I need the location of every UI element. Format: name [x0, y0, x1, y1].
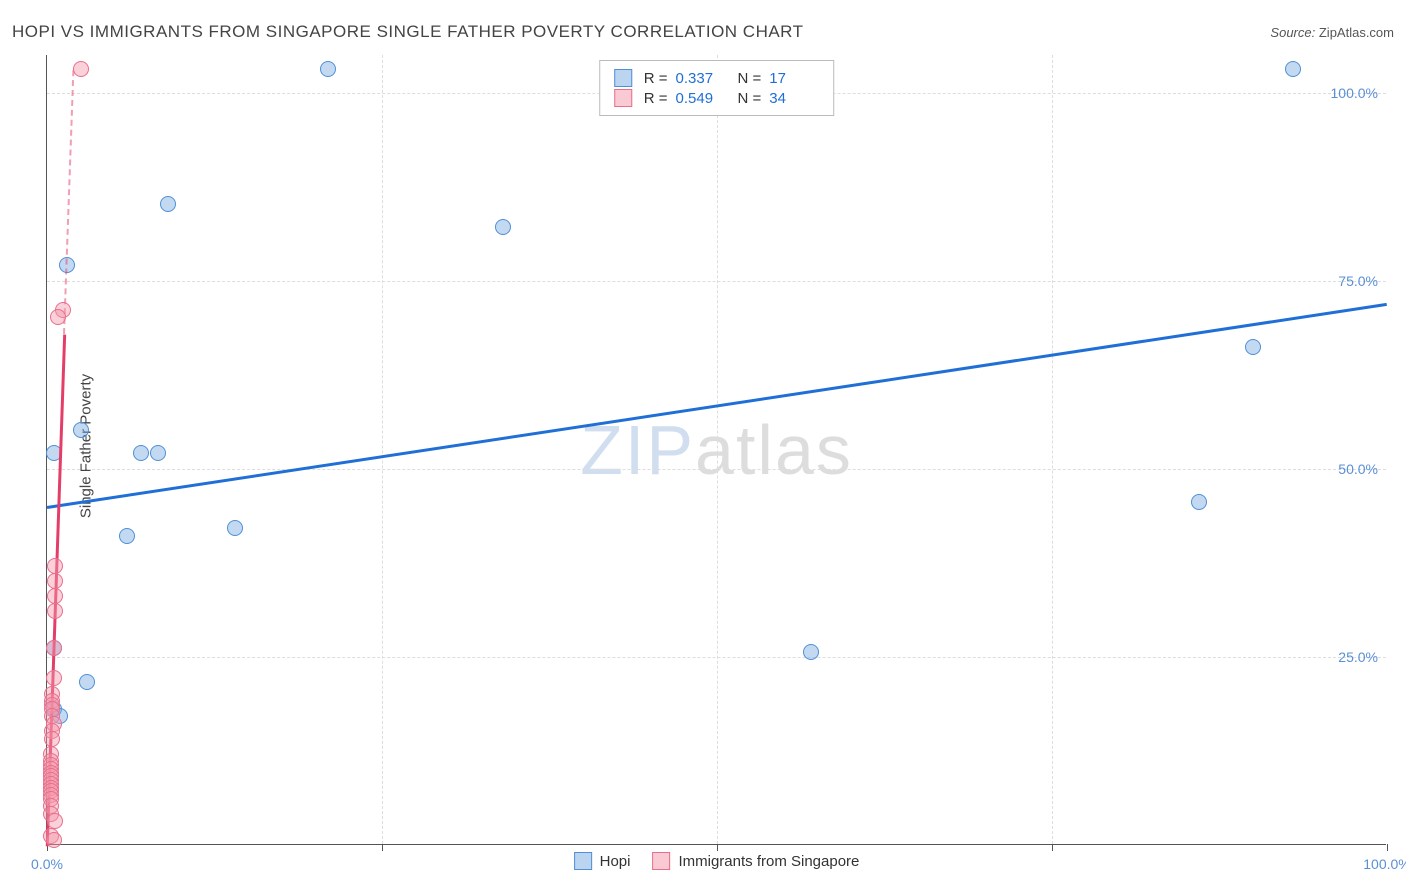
r-value: 0.549 — [676, 90, 726, 107]
data-point — [50, 309, 66, 325]
x-tick — [1052, 844, 1053, 851]
data-point — [73, 422, 89, 438]
r-label: R = — [644, 70, 668, 87]
scatter-plot: ZIPatlas R = 0.337 N = 17 R = 0.549 N = … — [46, 55, 1386, 845]
data-point — [46, 832, 62, 848]
n-value: 17 — [769, 70, 819, 87]
data-point — [47, 588, 63, 604]
swatch-blue-icon — [574, 852, 592, 870]
y-tick-label: 50.0% — [1278, 461, 1378, 477]
x-tick — [382, 844, 383, 851]
x-tick — [717, 844, 718, 851]
data-point — [133, 445, 149, 461]
r-label: R = — [644, 90, 668, 107]
stats-row: R = 0.549 N = 34 — [614, 89, 820, 107]
legend-item: Immigrants from Singapore — [652, 852, 859, 870]
stats-row: R = 0.337 N = 17 — [614, 69, 820, 87]
swatch-pink-icon — [614, 89, 632, 107]
legend-label: Immigrants from Singapore — [678, 853, 859, 870]
data-point — [1245, 339, 1261, 355]
data-point — [46, 670, 62, 686]
source-label: Source: — [1270, 25, 1315, 40]
x-tick-label: 100.0% — [1363, 856, 1406, 872]
y-tick-label: 75.0% — [1278, 273, 1378, 289]
trend-line — [63, 71, 74, 334]
data-point — [47, 573, 63, 589]
data-point — [46, 640, 62, 656]
source-value: ZipAtlas.com — [1319, 25, 1394, 40]
data-point — [47, 813, 63, 829]
r-value: 0.337 — [676, 70, 726, 87]
data-point — [495, 219, 511, 235]
stats-legend-box: R = 0.337 N = 17 R = 0.549 N = 34 — [599, 60, 835, 116]
data-point — [47, 603, 63, 619]
x-tick — [1387, 844, 1388, 851]
data-point — [1191, 494, 1207, 510]
gridline-vertical — [717, 55, 718, 844]
n-value: 34 — [769, 90, 819, 107]
data-point — [119, 528, 135, 544]
data-point — [1285, 61, 1301, 77]
y-tick-label: 25.0% — [1278, 649, 1378, 665]
data-point — [150, 445, 166, 461]
n-label: N = — [738, 90, 762, 107]
data-point — [160, 196, 176, 212]
watermark-atlas: atlas — [695, 411, 853, 489]
swatch-blue-icon — [614, 69, 632, 87]
gridline-vertical — [1052, 55, 1053, 844]
data-point — [227, 520, 243, 536]
data-point — [47, 558, 63, 574]
source-citation: Source: ZipAtlas.com — [1270, 25, 1394, 40]
x-tick-label: 0.0% — [31, 856, 63, 872]
data-point — [320, 61, 336, 77]
title-bar: HOPI VS IMMIGRANTS FROM SINGAPORE SINGLE… — [12, 22, 1394, 42]
chart-title: HOPI VS IMMIGRANTS FROM SINGAPORE SINGLE… — [12, 22, 804, 42]
legend-item: Hopi — [574, 852, 631, 870]
n-label: N = — [738, 70, 762, 87]
swatch-pink-icon — [652, 852, 670, 870]
data-point — [44, 731, 60, 747]
series-legend: Hopi Immigrants from Singapore — [574, 852, 860, 870]
gridline-vertical — [382, 55, 383, 844]
data-point — [79, 674, 95, 690]
data-point — [73, 61, 89, 77]
y-tick-label: 100.0% — [1278, 85, 1378, 101]
data-point — [803, 644, 819, 660]
legend-label: Hopi — [600, 853, 631, 870]
